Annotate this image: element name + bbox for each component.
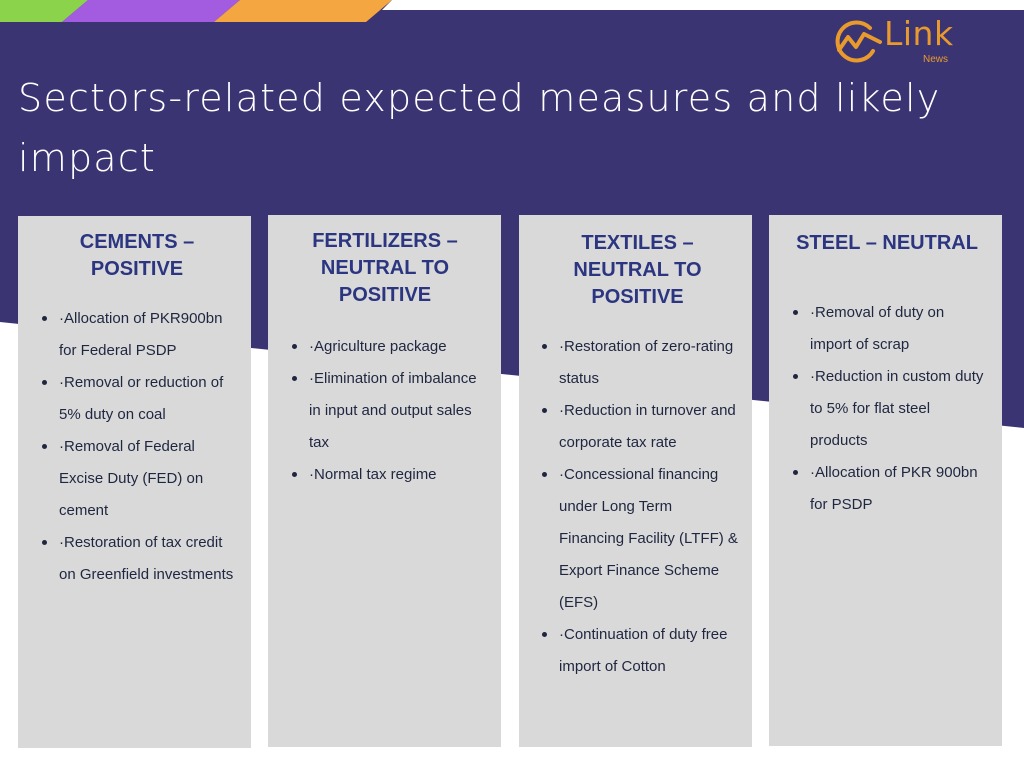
list-item: ·Allocation of PKR900bn for Federal PSDP xyxy=(42,303,239,367)
list-item: ·Restoration of zero-rating status xyxy=(542,331,740,395)
list-item: ·Removal of duty on import of scrap xyxy=(793,297,988,361)
sector-card-steel: STEEL – NEUTRAL ·Removal of duty on impo… xyxy=(769,215,1002,746)
measure-list: ·Agriculture package ·Elimination of imb… xyxy=(285,331,485,491)
list-item: ·Removal or reduction of 5% duty on coal xyxy=(42,367,239,431)
measure-list: ·Removal of duty on import of scrap ·Red… xyxy=(786,297,988,521)
sector-card-fertilizers: FERTILIZERS – NEUTRAL TO POSITIVE ·Agric… xyxy=(268,215,501,747)
list-item: ·Concessional financing under Long Term … xyxy=(542,459,740,619)
list-item: ·Normal tax regime xyxy=(292,459,485,491)
list-item: ·Continuation of duty free import of Cot… xyxy=(542,619,740,683)
green-stripe xyxy=(0,0,88,22)
sector-heading: TEXTILES – NEUTRAL TO POSITIVE xyxy=(573,232,702,308)
list-item: ·Agriculture package xyxy=(292,331,485,363)
chart-circle-icon xyxy=(835,20,882,63)
list-item: ·Removal of Federal Excise Duty (FED) on… xyxy=(42,431,239,527)
list-item: ·Allocation of PKR 900bn for PSDP xyxy=(793,457,988,521)
measure-list: ·Restoration of zero-rating status ·Redu… xyxy=(535,331,740,683)
purple-band xyxy=(0,0,1024,428)
brand-subtitle: News xyxy=(923,54,949,65)
sector-card-cements: CEMENTS – POSITIVE ·Allocation of PKR900… xyxy=(18,216,251,748)
brand-logo: Link News xyxy=(832,14,972,70)
sector-heading: CEMENTS – POSITIVE xyxy=(79,231,195,280)
white-stripe xyxy=(382,0,1024,10)
violet-stripe xyxy=(62,0,240,22)
sector-heading: FERTILIZERS – NEUTRAL TO POSITIVE xyxy=(312,230,458,306)
list-item: ·Elimination of imbalance in input and o… xyxy=(292,363,485,459)
page-title: Sectors-related expected measures and li… xyxy=(18,76,941,180)
list-item: ·Restoration of tax credit on Greenfield… xyxy=(42,527,239,591)
brand-name: Link xyxy=(884,14,954,53)
orange-stripe xyxy=(214,0,392,22)
list-item: ·Reduction in custom duty to 5% for flat… xyxy=(793,361,988,457)
sector-card-textiles: TEXTILES – NEUTRAL TO POSITIVE ·Restorat… xyxy=(519,215,752,747)
measure-list: ·Allocation of PKR900bn for Federal PSDP… xyxy=(35,303,239,591)
sector-heading: STEEL – NEUTRAL xyxy=(796,232,978,254)
list-item: ·Reduction in turnover and corporate tax… xyxy=(542,395,740,459)
